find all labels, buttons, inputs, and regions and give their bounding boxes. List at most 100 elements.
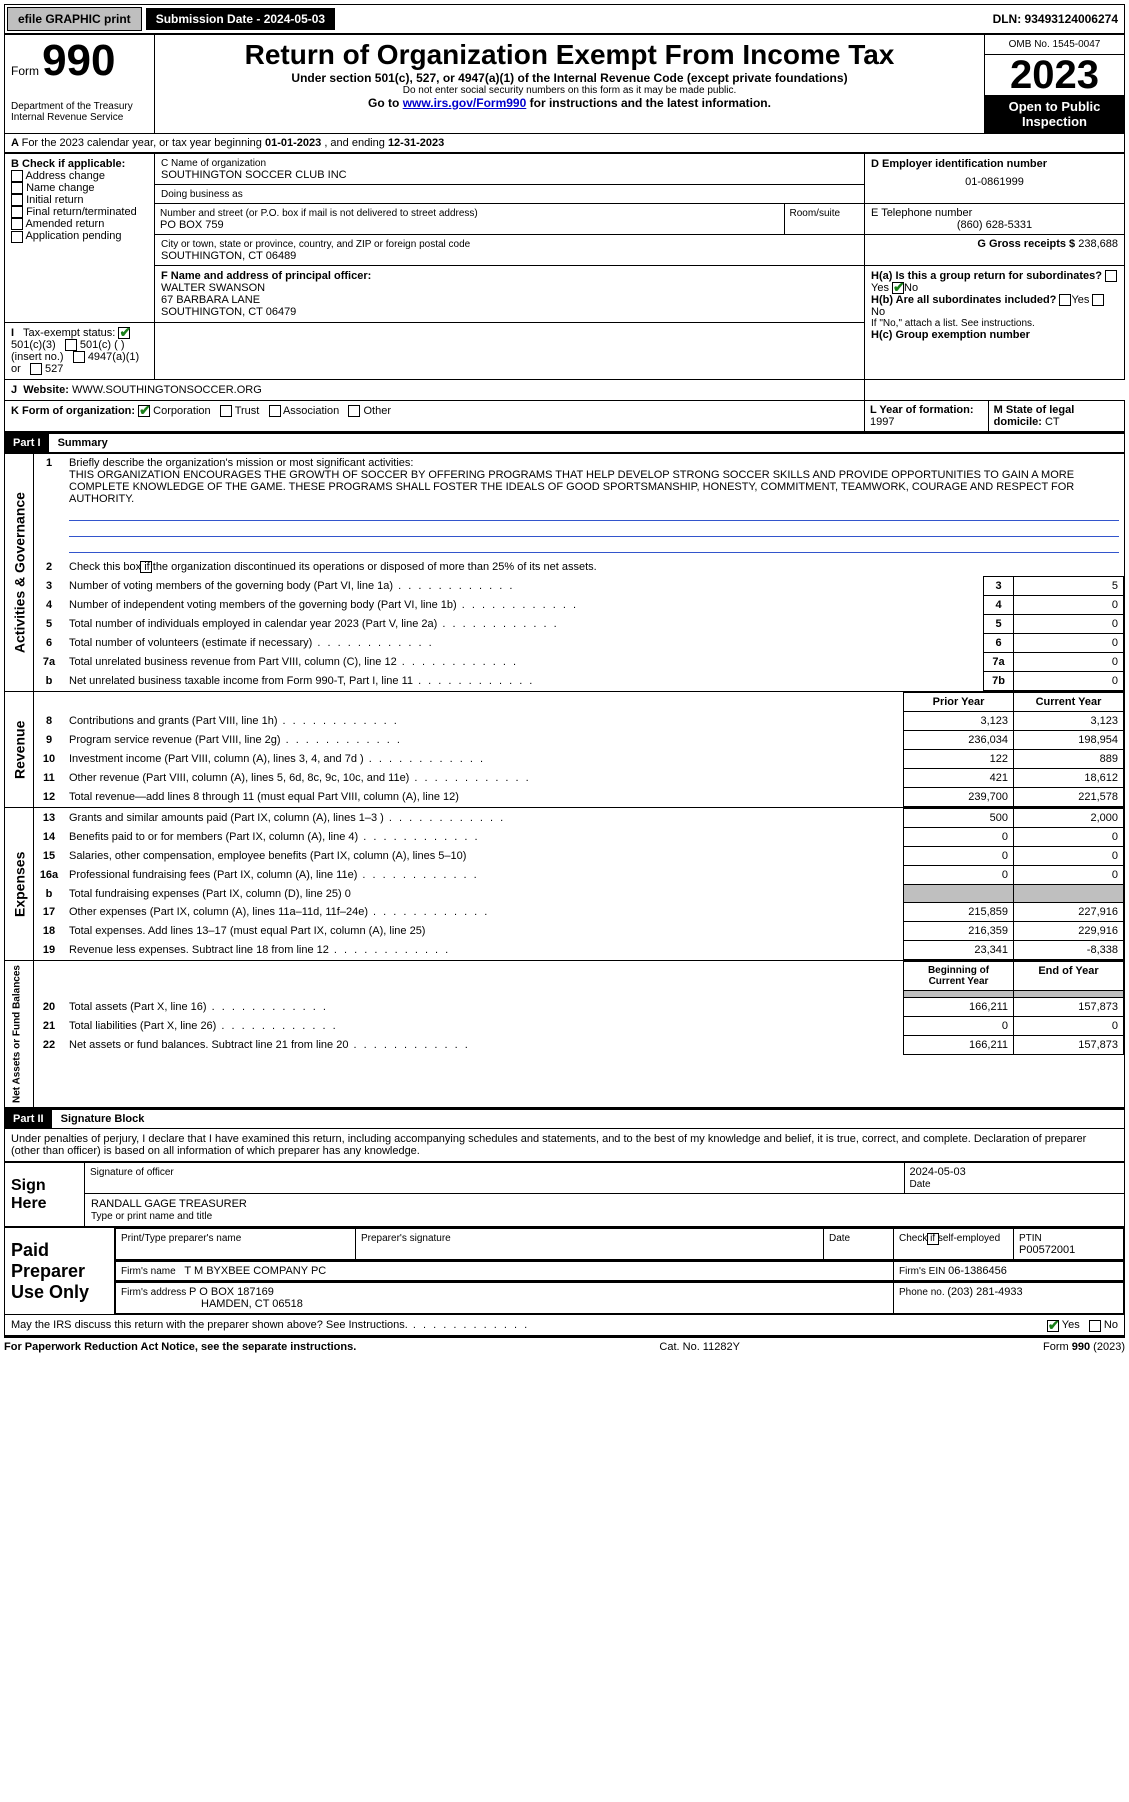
officer-name: WALTER SWANSON [161,282,265,294]
l20-text: Total assets (Part X, line 16) [69,1001,207,1013]
sig-date-label: Date [910,1179,931,1190]
l19-prior: 23,341 [904,941,1014,960]
firm-addr-label: Firm's address [121,1287,189,1298]
addr-change-checkbox[interactable] [11,170,23,182]
firm-addr2: HAMDEN, CT 06518 [201,1298,303,1310]
city: SOUTHINGTON, CT 06489 [161,250,296,262]
may-no-checkbox[interactable] [1089,1320,1101,1332]
l19-text: Revenue less expenses. Subtract line 18 … [69,944,329,956]
other-checkbox[interactable] [348,405,360,417]
l-label: L Year of formation: [870,404,974,416]
form-word: Form [11,64,39,78]
l9-curr: 198,954 [1014,731,1124,750]
l10-text: Investment income (Part VIII, column (A)… [69,753,364,765]
form-number: 990 [42,36,115,85]
l22-prior: 166,211 [904,1036,1014,1055]
4947-checkbox[interactable] [73,351,85,363]
l16a-prior: 0 [904,866,1014,885]
k-label: K Form of organization: [11,405,135,417]
mission-line [69,523,1119,537]
na-prior-hdr: Beginning of Current Year [904,962,1014,991]
may-yes-checkbox[interactable] [1047,1320,1059,1332]
ha-no: No [904,282,918,294]
efile-print-button[interactable]: efile GRAPHIC print [7,7,142,31]
527-checkbox[interactable] [30,363,42,375]
open-inspection: Open to Public Inspection [985,95,1124,133]
501c3-checkbox[interactable] [118,327,130,339]
officer-city: SOUTHINGTON, CT 06479 [161,306,296,318]
corp-checkbox[interactable] [138,405,150,417]
pra-notice: For Paperwork Reduction Act Notice, see … [4,1341,356,1353]
part2-header: Part II [5,1110,52,1128]
firm-name: T M BYXBEE COMPANY PC [184,1265,326,1277]
line-a: A For the 2023 calendar year, or tax yea… [4,134,1125,153]
treasury-dept: Department of the Treasury [11,101,148,112]
l18-prior: 216,359 [904,922,1014,941]
firm-phone: (203) 281-4933 [947,1286,1022,1298]
street-label: Number and street (or P.O. box if mail i… [160,208,478,219]
i-label: Tax-exempt status: [23,327,115,339]
gross-receipts: 238,688 [1078,238,1118,250]
line-a-text: For the 2023 calendar year, or tax year … [22,137,265,149]
submission-date: Submission Date - 2024-05-03 [146,8,335,30]
na-curr-hdr: End of Year [1014,962,1124,991]
trust-checkbox[interactable] [220,405,232,417]
assoc-checkbox[interactable] [269,405,281,417]
b-opt: Application pending [25,230,121,242]
g-label: G Gross receipts $ [977,238,1078,250]
mission-line [69,539,1119,553]
name-change-checkbox[interactable] [11,182,23,194]
l4-val: 0 [1014,596,1124,615]
firm-ein-label: Firm's EIN [899,1266,948,1277]
amended-checkbox[interactable] [11,218,23,230]
final-return-checkbox[interactable] [11,206,23,218]
l7a-text: Total unrelated business revenue from Pa… [69,656,397,668]
irs-link[interactable]: www.irs.gov/Form990 [403,96,527,110]
firm-label: Firm's name [121,1266,178,1277]
hb-yes-checkbox[interactable] [1059,294,1071,306]
l21-prior: 0 [904,1017,1014,1036]
prep-name-label: Print/Type preparer's name [121,1233,241,1244]
part1-table: Activities & Governance 1 Briefly descri… [4,453,1125,1108]
l11-prior: 421 [904,769,1014,788]
dln: DLN: 93493124006274 [993,12,1118,26]
501c-checkbox[interactable] [65,339,77,351]
firm-phone-label: Phone no. [899,1287,947,1298]
may-text: May the IRS discuss this return with the… [11,1319,529,1331]
l12-prior: 239,700 [904,788,1014,807]
self-emp-checkbox[interactable] [927,1233,939,1245]
d-label: D Employer identification number [871,158,1047,170]
c-name-label: C Name of organization [161,158,266,169]
initial-return-checkbox[interactable] [11,194,23,206]
l21-text: Total liabilities (Part X, line 26) [69,1020,216,1032]
website: WWW.SOUTHINGTONSOCCER.ORG [72,384,262,396]
l17-text: Other expenses (Part IX, column (A), lin… [69,906,368,918]
hb-no-checkbox[interactable] [1092,294,1104,306]
cat-no: Cat. No. 11282Y [659,1341,740,1353]
pending-checkbox[interactable] [11,231,23,243]
l14-text: Benefits paid to or for members (Part IX… [69,831,358,843]
self-emp-label: Check if self-employed [899,1233,1000,1244]
e-label: E Telephone number [871,207,972,219]
l7a-val: 0 [1014,653,1124,672]
dba-label: Doing business as [161,189,243,200]
year-formation: 1997 [870,416,894,428]
l8-prior: 3,123 [904,712,1014,731]
b-opt: Name change [26,182,95,194]
l14-prior: 0 [904,828,1014,847]
topbar: efile GRAPHIC print Submission Date - 20… [4,4,1125,34]
l13-text: Grants and similar amounts paid (Part IX… [69,812,384,824]
officer-street: 67 BARBARA LANE [161,294,260,306]
mission: THIS ORGANIZATION ENCOURAGES THE GROWTH … [69,469,1074,505]
l3-text: Number of voting members of the governin… [69,580,393,592]
ein: 01-0861999 [871,176,1118,188]
l18-text: Total expenses. Add lines 13–17 (must eq… [69,925,425,937]
paid-prep-label: Paid Preparer Use Only [5,1228,115,1315]
room-label: Room/suite [790,208,841,219]
l16b-text: Total fundraising expenses (Part IX, col… [69,888,351,900]
ha-yes-checkbox[interactable] [1105,270,1117,282]
l2-checkbox[interactable] [140,561,152,573]
l10-prior: 122 [904,750,1014,769]
ha-no-checkbox[interactable] [892,282,904,294]
l16a-curr: 0 [1014,866,1124,885]
